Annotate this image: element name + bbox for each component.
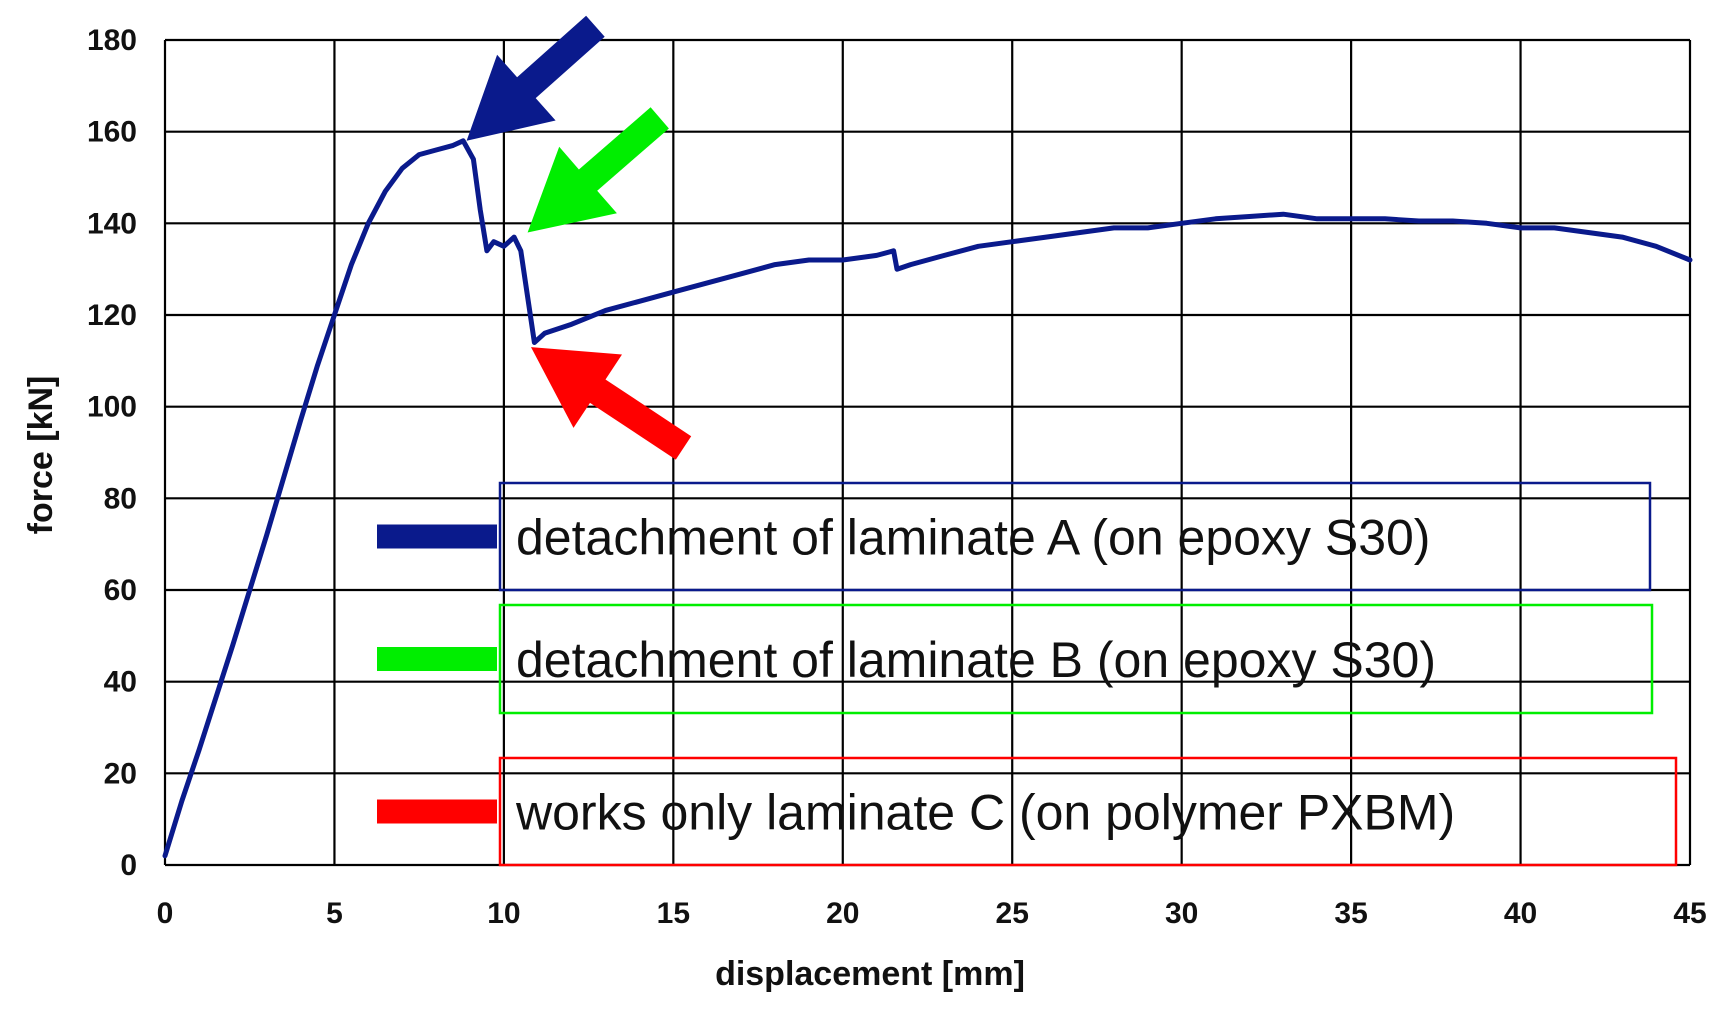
y-tick-label-7: 140 bbox=[87, 207, 137, 240]
y-tick-label-8: 160 bbox=[87, 116, 137, 149]
x-tick-label-3: 15 bbox=[657, 897, 690, 930]
arrow-annotations bbox=[466, 15, 692, 460]
x-tick-label-7: 35 bbox=[1334, 897, 1367, 930]
legend-label-2: works only laminate C (on polymer PXBM) bbox=[515, 785, 1455, 841]
series-line-0 bbox=[162, 138, 1693, 859]
legend-box-2 bbox=[498, 756, 1678, 867]
y-tick-labels: 0 20 40 60 80 100 120 140 160 180 bbox=[87, 24, 137, 882]
y-tick-label-4: 80 bbox=[104, 482, 137, 515]
y-tick-label-1: 20 bbox=[104, 757, 137, 790]
legend: detachment of laminate A (on epoxy S30) d… bbox=[377, 481, 1678, 867]
y-tick-label-5: 100 bbox=[87, 391, 137, 424]
legend-swatch-1 bbox=[377, 647, 497, 671]
legend-label-0: detachment of laminate A (on epoxy S30) bbox=[516, 510, 1430, 566]
x-tick-label-2: 10 bbox=[487, 897, 520, 930]
green-arrow bbox=[527, 107, 669, 233]
y-tick-label-0: 0 bbox=[120, 849, 137, 882]
red-arrow bbox=[531, 347, 692, 460]
y-tick-label-9: 180 bbox=[87, 24, 137, 57]
legend-swatch-2 bbox=[377, 799, 497, 824]
y-tick-label-3: 60 bbox=[104, 574, 137, 607]
legend-box-1 bbox=[498, 603, 1654, 715]
x-tick-label-0: 0 bbox=[157, 897, 174, 930]
x-tick-label-5: 25 bbox=[996, 897, 1029, 930]
legend-box-0 bbox=[498, 481, 1652, 592]
y-axis-label: force [kN] bbox=[22, 376, 60, 535]
x-tick-label-9: 45 bbox=[1673, 897, 1706, 930]
blue-arrow bbox=[466, 15, 605, 141]
x-tick-label-8: 40 bbox=[1504, 897, 1537, 930]
grid-lines bbox=[163, 38, 1692, 867]
x-axis-label: displacement [mm] bbox=[715, 955, 1025, 993]
x-tick-label-1: 5 bbox=[326, 897, 343, 930]
y-tick-label-6: 120 bbox=[87, 299, 137, 332]
x-tick-label-6: 30 bbox=[1165, 897, 1198, 930]
x-tick-label-4: 20 bbox=[826, 897, 859, 930]
legend-label-1: detachment of laminate B (on epoxy S30) bbox=[516, 632, 1436, 688]
legend-swatch-0 bbox=[377, 524, 497, 549]
x-tick-labels: 0 5 10 15 20 25 30 35 40 45 bbox=[157, 897, 1707, 930]
y-tick-label-2: 40 bbox=[104, 666, 137, 699]
series-layer bbox=[162, 138, 1693, 859]
